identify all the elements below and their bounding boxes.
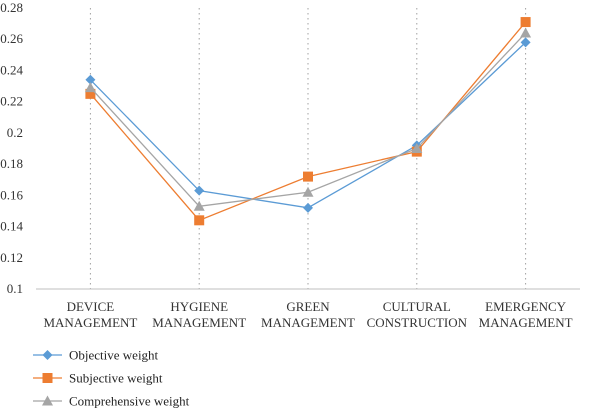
x-tick-label: DEVICE MANAGEMENT <box>43 299 137 330</box>
x-tick-label: GREEN MANAGEMENT <box>261 299 355 330</box>
data-point <box>85 74 96 85</box>
y-tick-label: 0.2 <box>7 125 23 140</box>
y-tick-label: 0.26 <box>0 31 23 46</box>
x-tick-label: CULTURAL CONSTRUCTION <box>367 299 468 330</box>
y-tick-label: 0.1 <box>7 281 23 296</box>
legend: Objective weight Subjective weight Compreh… <box>33 348 190 409</box>
data-point <box>302 186 314 197</box>
y-tick-label: 0.24 <box>0 62 23 77</box>
data-point <box>411 143 423 153</box>
legend-label: Comprehensive weight <box>69 394 190 409</box>
legend-entry-0: Objective weight <box>33 348 159 363</box>
x-tick-label: HYGIENE MANAGEMENT <box>152 299 246 330</box>
y-tick-label: 0.14 <box>0 219 23 234</box>
series-2 <box>84 27 532 211</box>
data-point <box>194 215 205 226</box>
data-point <box>303 202 313 213</box>
data-point <box>520 17 531 28</box>
y-tick-label: 0.22 <box>0 94 23 109</box>
legend-label: Subjective weight <box>69 371 163 386</box>
data-point <box>194 185 205 196</box>
axes: 0.1 0.12 0.14 0.16 0.18 0.2 0.22 0.24 0.26 0.28 DE… <box>0 0 580 330</box>
legend-marker <box>42 395 53 406</box>
data-point <box>85 88 96 99</box>
legend-entry-1: Subjective weight <box>33 371 163 386</box>
series-lines <box>84 17 532 226</box>
x-tick-label: EMERGENCY MANAGEMENT <box>479 299 573 330</box>
data-point <box>303 171 313 182</box>
gridlines <box>89 8 527 289</box>
y-tick-label: 0.28 <box>0 0 23 15</box>
y-tick-label: 0.16 <box>0 187 23 202</box>
data-point <box>84 82 96 93</box>
legend-label: Objective weight <box>69 348 159 363</box>
legend-marker <box>42 350 53 360</box>
y-tick-label: 0.18 <box>0 156 23 171</box>
legend-entry-2: Comprehensive weight <box>33 394 190 409</box>
data-point <box>520 37 531 48</box>
y-tick-label: 0.12 <box>0 250 23 265</box>
data-point <box>520 27 532 38</box>
data-point <box>193 200 205 211</box>
legend-marker <box>42 373 53 383</box>
